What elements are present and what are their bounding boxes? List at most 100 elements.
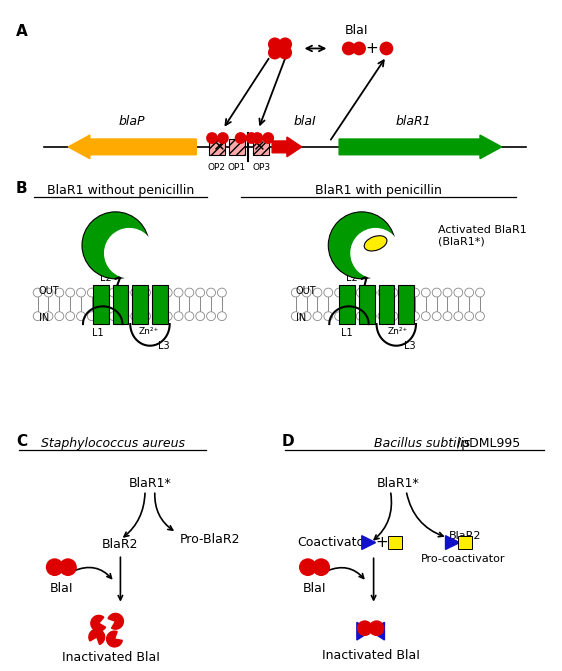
Circle shape xyxy=(356,288,365,297)
Circle shape xyxy=(389,312,398,321)
Circle shape xyxy=(88,312,96,321)
Circle shape xyxy=(346,288,355,297)
Bar xyxy=(398,285,414,324)
Circle shape xyxy=(66,288,75,297)
Bar xyxy=(152,285,167,324)
Text: BlaR1*: BlaR1* xyxy=(129,476,171,490)
Circle shape xyxy=(217,132,229,144)
Circle shape xyxy=(33,288,42,297)
Wedge shape xyxy=(89,629,105,644)
FancyArrow shape xyxy=(272,137,302,157)
Text: +: + xyxy=(375,535,388,550)
Text: A: A xyxy=(16,24,28,39)
Text: +: + xyxy=(365,41,378,56)
Circle shape xyxy=(389,288,398,297)
Circle shape xyxy=(268,38,282,51)
Circle shape xyxy=(324,288,333,297)
Circle shape xyxy=(400,312,409,321)
Bar xyxy=(339,285,355,324)
Text: L3: L3 xyxy=(404,341,416,351)
Circle shape xyxy=(207,312,215,321)
Circle shape xyxy=(313,312,322,321)
Circle shape xyxy=(268,46,282,60)
Circle shape xyxy=(432,288,441,297)
Circle shape xyxy=(235,132,247,144)
Circle shape xyxy=(352,42,366,55)
Text: blaP: blaP xyxy=(119,115,146,128)
Circle shape xyxy=(98,288,107,297)
Circle shape xyxy=(246,132,257,144)
Text: BlaR1 without penicillin: BlaR1 without penicillin xyxy=(47,185,194,197)
Circle shape xyxy=(185,288,194,297)
Bar xyxy=(359,285,375,324)
Circle shape xyxy=(196,312,205,321)
Circle shape xyxy=(44,288,53,297)
Text: OP3: OP3 xyxy=(252,162,270,172)
FancyArrow shape xyxy=(68,135,196,159)
Circle shape xyxy=(291,288,300,297)
Polygon shape xyxy=(357,622,371,640)
Circle shape xyxy=(55,312,64,321)
Text: Inactivated BlaI: Inactivated BlaI xyxy=(62,651,160,664)
Circle shape xyxy=(206,132,218,144)
Polygon shape xyxy=(446,535,459,550)
Circle shape xyxy=(302,312,311,321)
Circle shape xyxy=(378,312,387,321)
Circle shape xyxy=(207,288,215,297)
Circle shape xyxy=(454,288,463,297)
Circle shape xyxy=(59,558,77,576)
Bar xyxy=(209,139,225,155)
Circle shape xyxy=(46,558,64,576)
Circle shape xyxy=(120,288,129,297)
Circle shape xyxy=(278,46,292,60)
Text: Pro-coactivator: Pro-coactivator xyxy=(421,554,505,564)
Circle shape xyxy=(422,312,430,321)
Text: IN: IN xyxy=(296,313,306,323)
Wedge shape xyxy=(91,615,106,631)
Circle shape xyxy=(432,312,441,321)
Circle shape xyxy=(262,132,274,144)
Text: Activated BlaR1
(BlaR1*): Activated BlaR1 (BlaR1*) xyxy=(438,225,527,246)
Text: Zn²⁺: Zn²⁺ xyxy=(139,327,159,336)
Text: OP2: OP2 xyxy=(208,162,226,172)
Text: OP1: OP1 xyxy=(228,162,246,172)
Circle shape xyxy=(152,288,161,297)
Text: /pDML995: /pDML995 xyxy=(457,437,520,450)
Circle shape xyxy=(378,288,387,297)
Circle shape xyxy=(342,42,356,55)
Circle shape xyxy=(411,312,419,321)
Polygon shape xyxy=(371,622,384,640)
Bar xyxy=(229,139,244,155)
Circle shape xyxy=(164,288,172,297)
Text: ?: ? xyxy=(465,535,473,550)
Circle shape xyxy=(98,312,107,321)
Circle shape xyxy=(131,312,139,321)
Text: OUT: OUT xyxy=(296,286,316,296)
Circle shape xyxy=(105,229,154,278)
Circle shape xyxy=(109,312,118,321)
Bar xyxy=(93,285,108,324)
Polygon shape xyxy=(362,535,375,550)
Text: ✕: ✕ xyxy=(212,140,225,154)
Text: BlaR2: BlaR2 xyxy=(449,531,482,541)
Circle shape xyxy=(66,312,75,321)
Circle shape xyxy=(313,288,322,297)
Text: Bacillus subtilis: Bacillus subtilis xyxy=(374,437,470,450)
Text: B: B xyxy=(16,181,28,197)
Circle shape xyxy=(443,312,452,321)
Circle shape xyxy=(196,288,205,297)
Circle shape xyxy=(217,312,226,321)
Circle shape xyxy=(131,288,139,297)
Text: L1: L1 xyxy=(341,328,353,338)
Wedge shape xyxy=(108,613,124,629)
Text: C: C xyxy=(16,434,27,450)
Text: L2: L2 xyxy=(100,272,111,282)
Text: BlaI: BlaI xyxy=(345,24,369,37)
Text: OUT: OUT xyxy=(39,286,59,296)
Text: BlaI: BlaI xyxy=(49,582,73,595)
Circle shape xyxy=(312,558,330,576)
Text: L3: L3 xyxy=(158,341,170,351)
Text: L2: L2 xyxy=(346,272,358,282)
Text: Zn²⁺: Zn²⁺ xyxy=(388,327,409,336)
Circle shape xyxy=(369,620,384,636)
